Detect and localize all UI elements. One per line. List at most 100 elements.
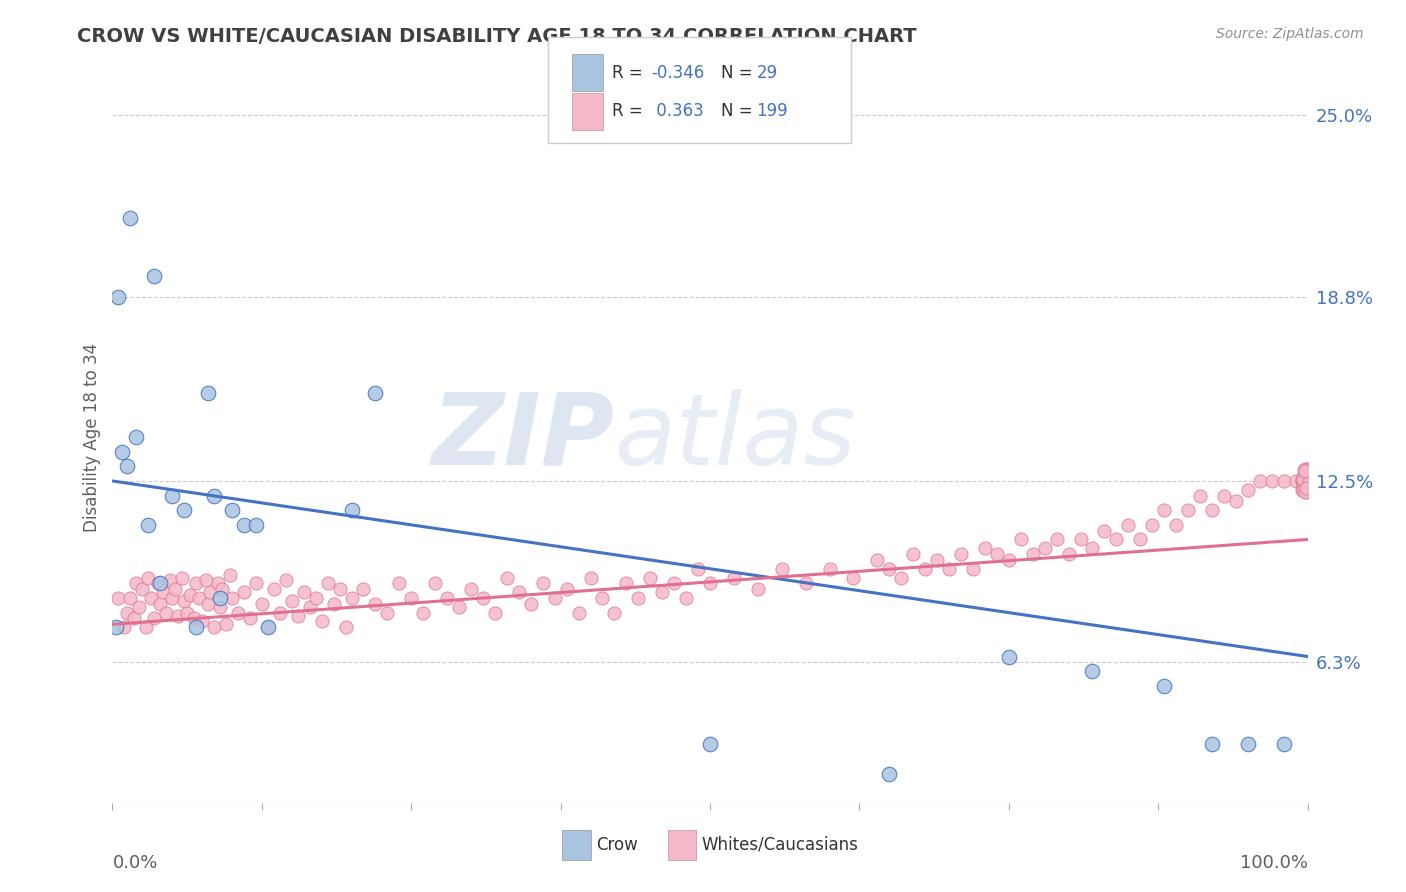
Point xyxy=(155,606,177,620)
Text: N =: N = xyxy=(721,103,758,120)
Point xyxy=(1298,468,1320,483)
Point xyxy=(1153,679,1175,693)
Point xyxy=(1291,472,1313,486)
Point xyxy=(1298,467,1320,482)
Point xyxy=(1302,473,1324,487)
Point xyxy=(1291,474,1313,488)
Point xyxy=(239,611,262,625)
Point xyxy=(1261,474,1284,488)
Point xyxy=(1057,547,1080,561)
Point xyxy=(484,606,506,620)
Point xyxy=(1299,464,1322,478)
Point xyxy=(1295,484,1317,499)
Point xyxy=(1298,462,1320,476)
Point xyxy=(1298,476,1320,491)
Point xyxy=(1081,541,1104,556)
Point xyxy=(508,585,530,599)
Point xyxy=(1298,468,1320,483)
Point xyxy=(1295,479,1317,493)
Point xyxy=(107,290,129,304)
Point xyxy=(914,562,936,576)
Point xyxy=(298,599,321,614)
Point xyxy=(138,517,160,532)
Text: 29: 29 xyxy=(756,63,778,82)
Point xyxy=(1301,463,1323,477)
Point xyxy=(879,766,901,780)
Point xyxy=(135,620,157,634)
Point xyxy=(1295,482,1317,496)
Point xyxy=(664,576,686,591)
Point xyxy=(131,582,153,597)
Point xyxy=(139,591,162,605)
Point xyxy=(688,562,710,576)
Point xyxy=(1299,480,1322,494)
Point xyxy=(1302,465,1324,479)
Point xyxy=(1201,503,1223,517)
Point xyxy=(496,570,519,584)
Point xyxy=(114,620,135,634)
Point xyxy=(274,574,297,588)
Point xyxy=(388,576,411,591)
Point xyxy=(1299,478,1322,492)
Point xyxy=(353,582,375,597)
Point xyxy=(401,591,423,605)
Point xyxy=(1213,489,1236,503)
Point xyxy=(520,597,543,611)
Point xyxy=(579,570,602,584)
Y-axis label: Disability Age 18 to 34: Disability Age 18 to 34 xyxy=(83,343,101,532)
Point xyxy=(322,597,344,611)
Point xyxy=(879,562,901,576)
Text: R =: R = xyxy=(612,63,648,82)
Point xyxy=(986,547,1008,561)
Point xyxy=(747,582,769,597)
Point xyxy=(1294,467,1316,482)
Point xyxy=(340,503,363,517)
Point xyxy=(1070,533,1092,547)
Point xyxy=(1294,483,1316,497)
Point xyxy=(436,591,458,605)
Point xyxy=(412,606,434,620)
Point xyxy=(1299,471,1322,485)
Point xyxy=(1291,474,1313,488)
Point xyxy=(1295,477,1317,491)
Point xyxy=(152,585,174,599)
Point xyxy=(1295,474,1317,488)
Text: 199: 199 xyxy=(756,103,787,120)
Point xyxy=(1299,473,1322,487)
Text: atlas: atlas xyxy=(614,389,856,485)
Point xyxy=(1294,466,1316,480)
Point xyxy=(125,576,148,591)
Point xyxy=(245,576,267,591)
Text: 0.0%: 0.0% xyxy=(112,854,157,872)
Point xyxy=(1301,479,1323,493)
Point xyxy=(1296,476,1319,491)
Point xyxy=(1299,483,1322,497)
Point xyxy=(215,617,238,632)
Point xyxy=(209,591,232,605)
Point xyxy=(770,562,793,576)
Point xyxy=(1292,478,1315,492)
Point xyxy=(281,594,304,608)
Point xyxy=(1302,470,1324,484)
Point xyxy=(1177,503,1199,517)
Point xyxy=(1294,485,1316,500)
Point xyxy=(167,608,190,623)
Point xyxy=(974,541,997,556)
Point xyxy=(1295,479,1317,493)
Point xyxy=(107,591,129,605)
Point xyxy=(1105,533,1128,547)
Point xyxy=(111,444,134,458)
Point xyxy=(143,269,166,284)
Point xyxy=(927,553,949,567)
Point xyxy=(146,576,169,591)
Point xyxy=(269,606,291,620)
Point xyxy=(998,553,1021,567)
Point xyxy=(1272,474,1295,488)
Point xyxy=(143,611,166,625)
Point xyxy=(183,611,205,625)
Point xyxy=(305,591,328,605)
Point xyxy=(1296,469,1319,483)
Point xyxy=(1298,475,1320,490)
Point xyxy=(1153,503,1175,517)
Point xyxy=(938,562,960,576)
